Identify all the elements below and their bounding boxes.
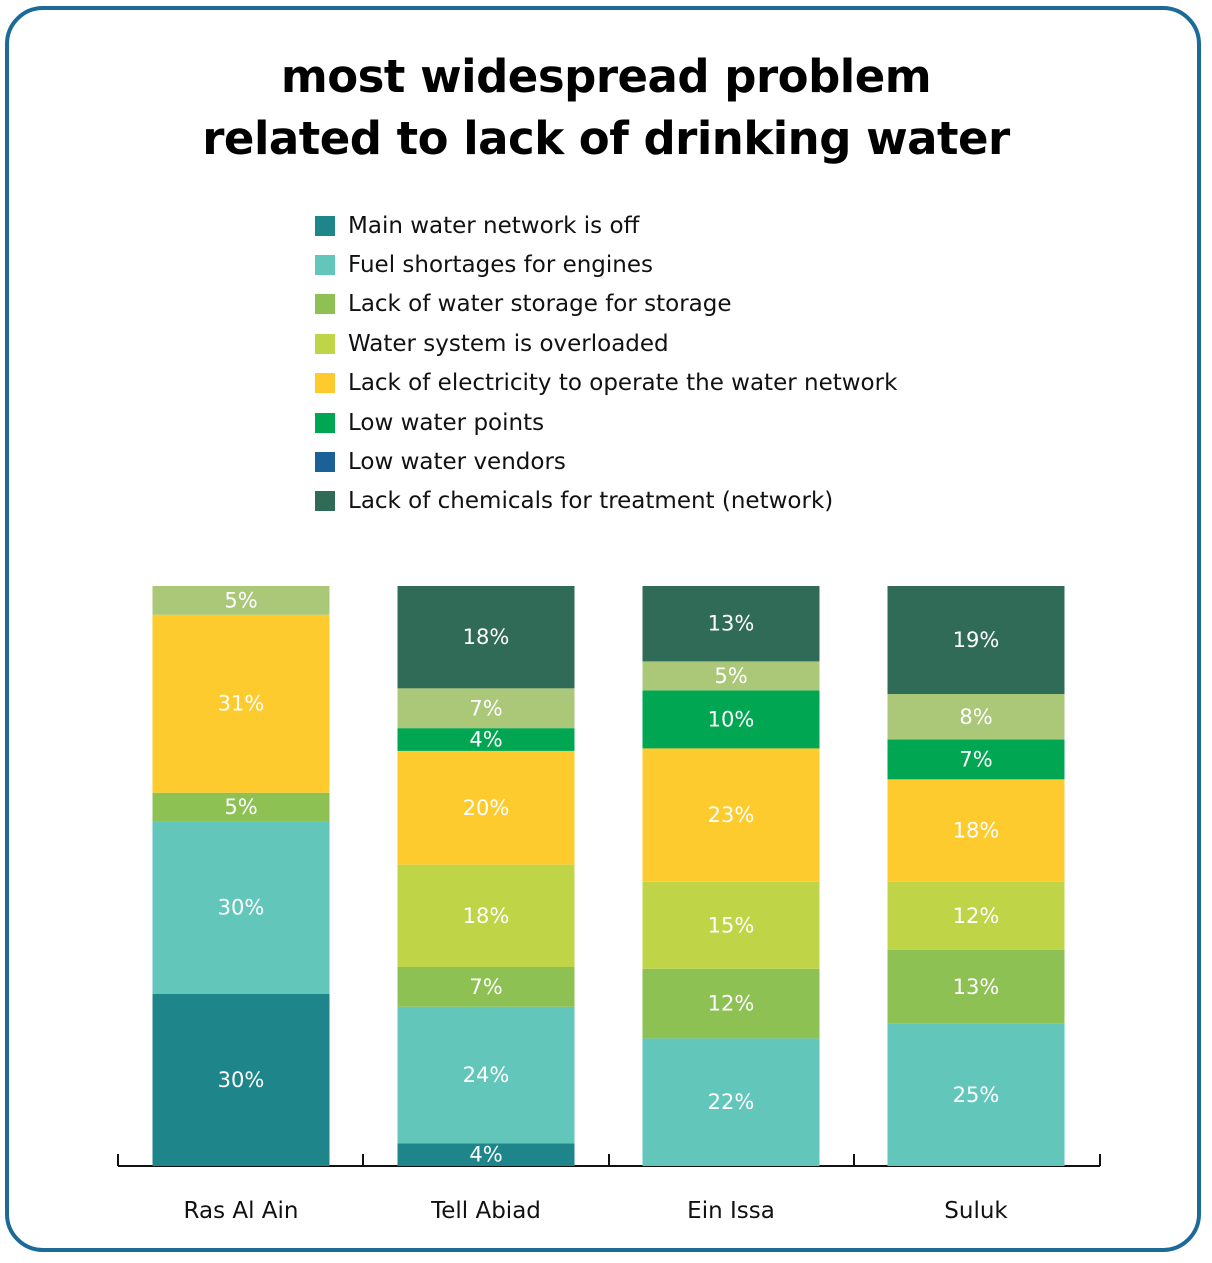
legend-item: Main water network is off — [315, 206, 897, 245]
bar-segment — [887, 694, 1065, 740]
x-category-label: Tell Abiad — [430, 1198, 541, 1224]
bar-segment — [887, 739, 1065, 780]
legend-item: Water system is overloaded — [315, 324, 897, 363]
bar-segment-label: 18% — [953, 819, 1000, 843]
bar-segment — [887, 779, 1065, 882]
bar-segment — [642, 586, 820, 662]
bar-segment-label: 12% — [708, 992, 755, 1016]
legend-swatch — [315, 452, 335, 473]
bar-segment-label: 18% — [463, 625, 510, 649]
bar-segment — [397, 966, 575, 1007]
legend-label: Low water points — [348, 409, 545, 436]
legend-label: Low water vendors — [348, 449, 566, 476]
legend-item: Lack of electricity to operate the water… — [315, 364, 897, 403]
legend-item: Low water vendors — [315, 442, 897, 481]
bar-segment-label: 20% — [463, 796, 510, 820]
legend-label: Fuel shortages for engines — [348, 252, 654, 279]
bar-segment-label: 4% — [469, 1143, 502, 1167]
bar-segment — [642, 661, 820, 691]
chart-title-line-1: most widespread problem — [280, 50, 932, 103]
bar-segment-label: 12% — [953, 904, 1000, 928]
bar-segment-label: 7% — [469, 975, 502, 999]
bar-segment-label: 31% — [218, 692, 265, 716]
x-category-label: Suluk — [944, 1198, 1008, 1224]
bar-segment — [642, 690, 820, 749]
bar-segment — [152, 586, 330, 615]
bar-segment-label: 18% — [463, 904, 510, 928]
bar-segment — [397, 586, 575, 689]
bar-segment — [152, 614, 330, 793]
bar-segment — [642, 1038, 820, 1166]
bar-segment-label: 8% — [959, 705, 992, 729]
bar-segment-label: 10% — [708, 707, 755, 731]
bar-segment-label: 13% — [708, 612, 755, 636]
legend-swatch — [315, 373, 335, 394]
bar-segment-label: 4% — [469, 728, 502, 752]
legend-item: Low water points — [315, 403, 897, 442]
bar-segment-label: 19% — [953, 628, 1000, 652]
legend-label: Water system is overloaded — [348, 330, 669, 357]
x-category-label: Ein Issa — [687, 1198, 775, 1224]
bar-segment — [887, 949, 1065, 1024]
bar-segment — [397, 688, 575, 729]
legend-swatch — [315, 491, 335, 512]
bar-segment — [152, 792, 330, 822]
bar-segment — [397, 1006, 575, 1144]
legend-swatch — [315, 255, 335, 276]
legend-item: Lack of water storage for storage — [315, 285, 897, 324]
bar-segment-label: 22% — [708, 1090, 755, 1114]
bar-segment-label: 7% — [959, 747, 992, 771]
legend-label: Main water network is off — [348, 212, 640, 239]
legend-swatch — [315, 333, 335, 354]
bar-segment — [152, 821, 330, 994]
bar-segment — [642, 881, 820, 969]
bar-segment — [152, 993, 330, 1166]
bar-segment-label: 5% — [714, 664, 747, 688]
bar-segment — [397, 728, 575, 751]
bar-segment — [887, 586, 1065, 695]
bar-segment-label: 30% — [218, 1068, 265, 1092]
bar-segment — [887, 881, 1065, 950]
bar-segment — [397, 1143, 575, 1166]
bar-segment — [887, 1023, 1065, 1166]
bar-segment-label: 23% — [708, 803, 755, 827]
legend-swatch — [315, 294, 335, 315]
legend-label: Lack of electricity to operate the water… — [348, 370, 898, 397]
bar-segment — [642, 968, 820, 1039]
bar-segment — [397, 750, 575, 865]
x-category-label: Ras Al Ain — [184, 1198, 299, 1224]
legend: Main water network is off Fuel shortages … — [315, 206, 897, 521]
legend-label: Lack of chemicals for treatment (network… — [348, 488, 834, 515]
bar-segment-label: 24% — [463, 1063, 510, 1087]
bar-segment-label: 25% — [953, 1083, 1000, 1107]
bar-segment-label: 5% — [224, 588, 257, 612]
bar-segment-label: 13% — [953, 975, 1000, 999]
chart-title-line-2: related to lack of drinking water — [202, 112, 1010, 165]
bar-segment-label: 7% — [469, 696, 502, 720]
bar-segment-label: 30% — [218, 896, 265, 920]
legend-swatch — [315, 215, 335, 236]
legend-item: Fuel shortages for engines — [315, 245, 897, 284]
bar-segment-label: 5% — [224, 795, 257, 819]
bar-segment-label: 15% — [708, 913, 755, 937]
bar-segment — [397, 864, 575, 967]
legend-item: Lack of chemicals for treatment (network… — [315, 482, 897, 521]
bar-segment — [642, 748, 820, 882]
legend-swatch — [315, 412, 335, 433]
legend-label: Lack of water storage for storage — [348, 291, 732, 318]
